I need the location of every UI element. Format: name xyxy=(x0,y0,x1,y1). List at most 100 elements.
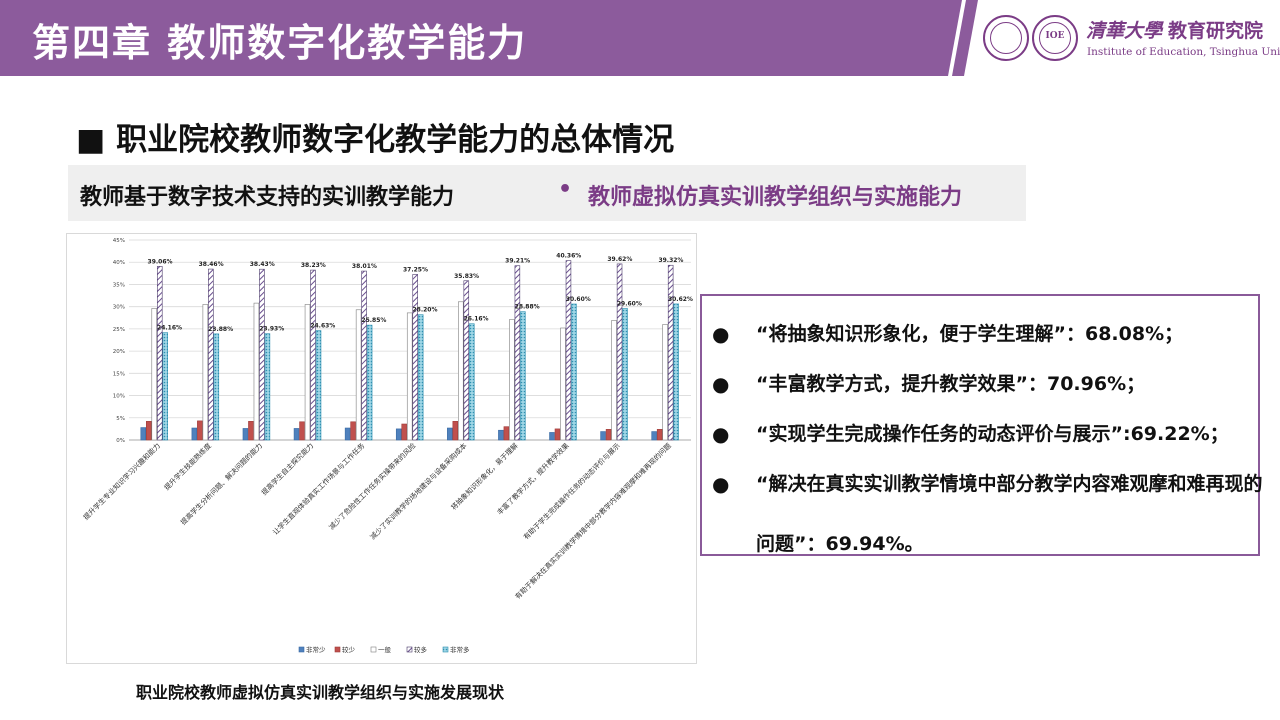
bar-1 xyxy=(600,431,606,441)
data-label: 28.20% xyxy=(413,307,438,314)
finding-text: “将抽象知识形象化，便于学生理解”：68.08%； xyxy=(756,323,1184,345)
y-tick-label: 30% xyxy=(113,305,125,311)
data-label: 28.88% xyxy=(515,304,540,311)
findings-box: ● “将抽象知识形象化，便于学生理解”：68.08%； ● “丰富教学方式，提升… xyxy=(700,294,1263,556)
y-tick-label: 40% xyxy=(113,260,125,266)
bar-3 xyxy=(662,324,668,441)
legend-swatch xyxy=(406,646,413,653)
chart-caption: 职业院校教师虚拟仿真实训教学组织与实施发展现状 xyxy=(136,683,505,702)
x-tick-label: 减少了实训教学的场地建设与设备采购成本 xyxy=(368,441,468,541)
institute-label: 教育研究院 xyxy=(1168,20,1264,42)
legend-swatch xyxy=(370,646,377,653)
data-label: 24.16% xyxy=(157,325,182,332)
x-tick-label: 提升学生技能熟练度 xyxy=(162,441,213,492)
data-label: 30.60% xyxy=(566,296,591,303)
bar-1 xyxy=(498,429,504,441)
data-label: 26.16% xyxy=(464,316,489,323)
subtitle-left: 教师基于数字技术支持的实训教学能力 xyxy=(80,185,455,210)
chapter-title: 第四章 教师数字化教学能力 xyxy=(32,21,528,65)
bar-3 xyxy=(458,301,464,441)
data-label: 37.25% xyxy=(403,266,428,273)
y-tick-label: 25% xyxy=(113,327,125,333)
data-label: 38.46% xyxy=(199,261,224,268)
legend-swatch xyxy=(334,646,341,653)
subtitle-box: 教师基于数字技术支持的实训教学能力 • 教师虚拟仿真实训教学组织与实施能力 xyxy=(68,165,1026,221)
subtitle-right: 教师虚拟仿真实训教学组织与实施能力 xyxy=(588,185,963,210)
x-tick-label: 让学生直观体验真实工作场景与工作任务 xyxy=(271,441,366,536)
bar-2 xyxy=(299,421,305,441)
bar-5 xyxy=(417,314,424,441)
institute-name-en: Institute of Education, Tsinghua Univers… xyxy=(1087,46,1280,58)
bar-2 xyxy=(145,421,152,441)
bar-2 xyxy=(248,421,254,441)
data-label: 38.43% xyxy=(250,261,275,268)
bar-5 xyxy=(264,333,271,441)
bar-5 xyxy=(315,330,322,441)
data-label: 38.01% xyxy=(352,263,377,270)
data-label: 30.62% xyxy=(668,296,693,303)
x-tick-label: 提高学生自主探究能力 xyxy=(259,441,315,497)
bar-1 xyxy=(395,428,402,441)
data-label: 39.21% xyxy=(505,258,530,265)
bar-1 xyxy=(242,428,249,441)
bar-1 xyxy=(447,427,453,441)
bar-2 xyxy=(656,429,663,441)
bar-3 xyxy=(202,304,209,441)
section-title: ■ 职业院校教师数字化教学能力的总体情况 xyxy=(76,122,675,158)
legend-label: 一般 xyxy=(378,645,392,654)
bar-4 xyxy=(361,270,367,441)
bar-2 xyxy=(452,421,459,441)
bullet-marker: ● xyxy=(712,472,730,496)
bar-1 xyxy=(191,427,198,441)
bar-5 xyxy=(622,308,628,441)
bar-5 xyxy=(366,324,373,441)
bar-3 xyxy=(304,304,311,441)
bar-4 xyxy=(412,274,418,441)
y-tick-label: 5% xyxy=(116,416,125,422)
header-bar xyxy=(0,0,978,76)
legend-swatch xyxy=(442,646,449,653)
legend-label: 较多 xyxy=(414,645,428,654)
y-tick-label: 45% xyxy=(113,238,125,244)
bar-3 xyxy=(560,327,566,441)
x-tick-label: 提升学生专业知识学习兴趣和能力 xyxy=(81,441,162,522)
data-label: 25.85% xyxy=(361,317,386,324)
data-label: 38.23% xyxy=(301,262,326,269)
bar-chart: 0% 5% 10% 15% 20% 25% 30% 35% 40% 45% 39.06% 24.16… xyxy=(66,233,697,664)
bar-3 xyxy=(355,309,362,441)
bar-3 xyxy=(509,319,515,441)
legend-label: 非常多 xyxy=(450,645,470,654)
bar-3 xyxy=(406,312,413,441)
bar-4 xyxy=(208,268,214,441)
bar-4 xyxy=(310,269,316,441)
bar-1 xyxy=(651,431,657,441)
data-label: 39.06% xyxy=(148,258,173,265)
finding-text: “解决在真实实训教学情境中部分教学内容难观摩和难再现的问题”：69.94%。 xyxy=(756,473,1263,555)
data-label: 39.32% xyxy=(658,257,683,264)
bullet-marker: ● xyxy=(712,322,730,346)
y-tick-label: 0% xyxy=(116,438,125,444)
bar-3 xyxy=(611,320,617,441)
bar-1 xyxy=(549,432,555,441)
y-tick-label: 35% xyxy=(113,282,125,288)
tsinghua-seal-logo xyxy=(983,15,1029,61)
bar-1 xyxy=(293,428,300,441)
bar-4 xyxy=(259,268,265,441)
x-tick-label: 有助于学生完成操作任务的动态评价与展示 xyxy=(521,441,621,541)
bar-2 xyxy=(350,421,356,441)
institute-name-cn: 清華大學 教育研究院 xyxy=(1086,16,1263,43)
y-tick-label: 15% xyxy=(113,371,125,377)
bar-5 xyxy=(571,303,577,441)
bar-2 xyxy=(605,429,612,441)
ioe-logo: IOE xyxy=(1032,15,1078,61)
data-label: 23.93% xyxy=(259,326,284,333)
y-tick-label: 10% xyxy=(113,394,125,400)
data-label: 29.60% xyxy=(617,300,642,307)
y-tick-label: 20% xyxy=(113,349,125,355)
bar-5 xyxy=(673,303,679,441)
bar-2 xyxy=(554,428,561,441)
university-wordmark: 清華大學 xyxy=(1086,20,1163,42)
bar-1 xyxy=(140,427,146,441)
bar-2 xyxy=(197,420,203,441)
data-label: 24.63% xyxy=(310,323,335,330)
